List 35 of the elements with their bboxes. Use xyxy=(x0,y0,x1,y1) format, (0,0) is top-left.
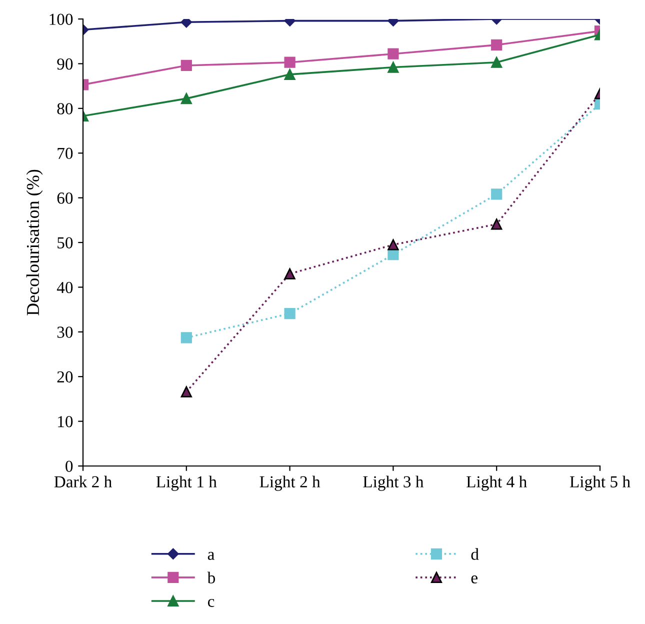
point xyxy=(180,332,192,344)
point xyxy=(180,60,192,72)
legend-label: b xyxy=(207,572,216,584)
point xyxy=(284,268,296,280)
point xyxy=(388,48,399,60)
legend-label: e xyxy=(471,575,478,584)
point xyxy=(284,68,296,80)
y-tick-label: 40 xyxy=(56,282,73,294)
point xyxy=(388,62,399,73)
y-tick-label: 80 xyxy=(57,103,73,114)
x-tick-label: Light 3 h xyxy=(363,476,424,491)
y-axis-title: Decolourisation (%) xyxy=(26,170,43,316)
x-tick-label: Light 1 h xyxy=(156,476,217,491)
y-tick-label: 20 xyxy=(57,371,73,383)
x-tick-label: Light 2 h xyxy=(260,476,320,491)
y-tick-label: 90 xyxy=(57,58,73,70)
point xyxy=(180,386,192,398)
y-tick-label: 0 xyxy=(66,460,73,472)
point xyxy=(284,308,296,320)
legend-label: a xyxy=(208,552,214,560)
point xyxy=(388,249,399,260)
x-tick-label: Light 5 h xyxy=(570,476,630,491)
y-tick-label: 60 xyxy=(57,192,73,204)
y-tick-label: 30 xyxy=(57,326,73,338)
y-tick-label: 70 xyxy=(58,148,73,160)
x-tick-label: Dark 2 h xyxy=(54,476,112,488)
y-tick-label: 10 xyxy=(58,416,73,428)
x-tick-label: Light 4 h xyxy=(466,476,527,491)
point xyxy=(388,239,399,250)
y-tick-label: 50 xyxy=(58,237,73,248)
legend-label: c xyxy=(208,598,214,607)
legend-label: d xyxy=(471,548,479,560)
y-tick-label: 100 xyxy=(50,14,73,25)
point xyxy=(180,93,192,104)
point xyxy=(284,56,296,68)
